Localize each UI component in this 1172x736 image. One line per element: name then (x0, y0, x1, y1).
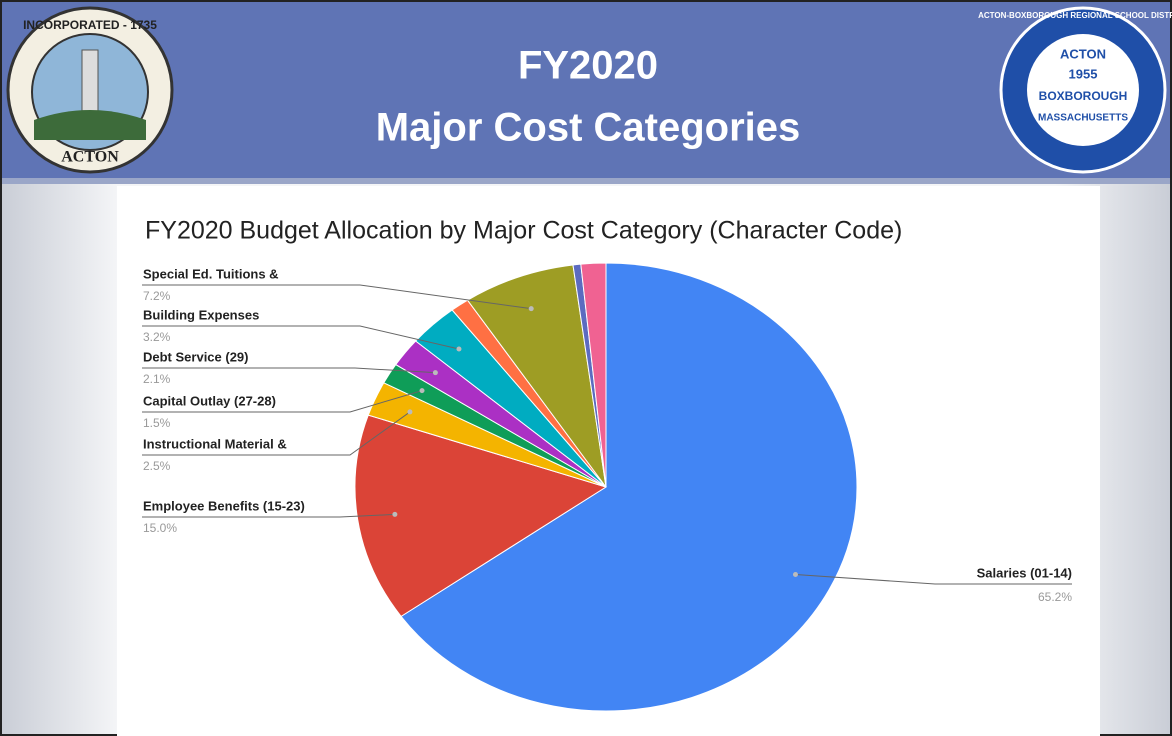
logo-text: ACTON (61, 149, 119, 166)
pie-slice (580, 262, 607, 488)
slice-label: Instructional Material & (143, 436, 287, 451)
slice-label: Special Ed. Tuitions & (143, 266, 279, 281)
logo-text: ACTON (1060, 46, 1106, 61)
leader-dot (392, 511, 398, 517)
slice-label: Building Expenses (143, 307, 259, 322)
slice-value: 1.5% (143, 416, 171, 430)
leader-dot (792, 572, 798, 578)
logo-trees (34, 110, 146, 140)
logo-text: ACTON-BOXBOROUGH REGIONAL SCHOOL DISTRIC… (978, 11, 1172, 20)
slice-value: 7.2% (143, 289, 171, 303)
pie-slice (354, 414, 608, 618)
slide-title: FY2020 (518, 44, 658, 88)
header-rule (0, 178, 1172, 184)
header-band (0, 0, 1172, 178)
leader-line (142, 367, 436, 374)
pie-slice (466, 264, 607, 488)
slice-value: 3.2% (143, 330, 171, 344)
logo-text: BOXBOROUGH (1039, 89, 1128, 103)
leader-line (142, 284, 532, 310)
slice-label: Salaries (01-14) (977, 565, 1072, 580)
slide-title: Major Cost Categories (376, 106, 801, 150)
leader-dot (407, 409, 413, 415)
leader-line (142, 390, 423, 413)
pie-slice (400, 262, 858, 712)
logo-center (1027, 34, 1139, 146)
leader-dot (419, 388, 425, 394)
leader-dot (528, 306, 534, 312)
slice-value: 2.5% (143, 459, 171, 473)
slice-value: 15.0% (143, 521, 177, 535)
leader-line (142, 411, 411, 456)
leader-line (142, 513, 395, 518)
right-logo: ACTON-BOXBOROUGH REGIONAL SCHOOL DISTRIC… (978, 6, 1172, 174)
chart-title: FY2020 Budget Allocation by Major Cost C… (145, 217, 902, 245)
logo-text: 1955 (1069, 66, 1098, 81)
slice-label: Employee Benefits (15-23) (143, 498, 305, 513)
slice-value: 65.2% (1038, 590, 1072, 604)
slice-label: Capital Outlay (27-28) (143, 393, 276, 408)
leader-line (795, 574, 1072, 585)
leader-dot (432, 370, 438, 376)
logo-text: INCORPORATED - 1735 (23, 18, 157, 32)
pie-chart: Salaries (01-14) 65.2% Employee Benefits (… (142, 262, 1072, 712)
slice-label: Debt Service (29) (143, 349, 249, 364)
slice-value: 2.1% (143, 372, 171, 386)
left-logo: INCORPORATED - 1735 ACTON (6, 6, 174, 174)
logo-text: MASSACHUSETTS (1038, 113, 1128, 124)
leader-dot (456, 346, 462, 352)
leader-line (142, 325, 460, 350)
